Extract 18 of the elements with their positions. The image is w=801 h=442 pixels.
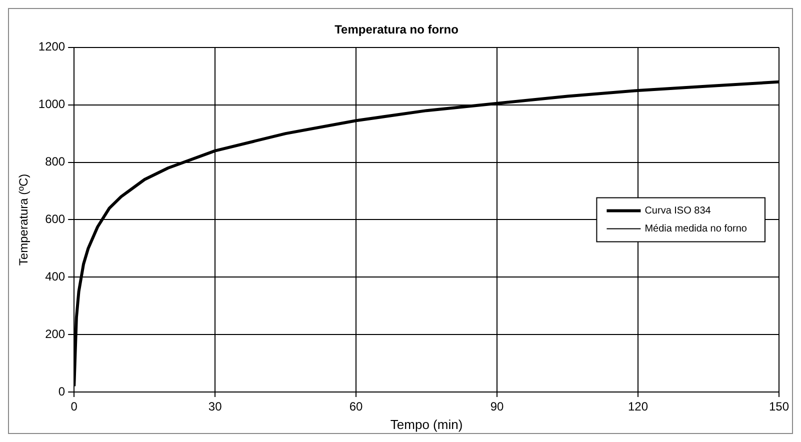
y-tick-label: 800 [45, 154, 66, 169]
y-tick-label: 600 [45, 212, 66, 226]
legend-label: Média medida no forno [644, 223, 748, 234]
y-tick-label: 0 [58, 384, 66, 398]
y-tick-label: 1200 [38, 40, 66, 54]
y-tick-label: 200 [45, 326, 66, 341]
x-tick-label: 0 [70, 400, 78, 414]
x-tick-label: 30 [208, 400, 222, 414]
x-tick-label: 90 [490, 400, 504, 414]
y-tick-label: 1000 [38, 97, 66, 112]
y-axis-title: Temperatura (ºC) [16, 174, 31, 266]
chart-title: Temperatura no forno [334, 22, 458, 37]
x-tick-label: 60 [349, 400, 364, 414]
x-tick-label: 150 [768, 400, 790, 414]
x-axis-title: Tempo (min) [390, 416, 463, 432]
y-tick-label: 400 [45, 269, 66, 284]
legend-label: Curva ISO 834 [644, 205, 712, 216]
x-tick-label: 120 [628, 400, 648, 414]
